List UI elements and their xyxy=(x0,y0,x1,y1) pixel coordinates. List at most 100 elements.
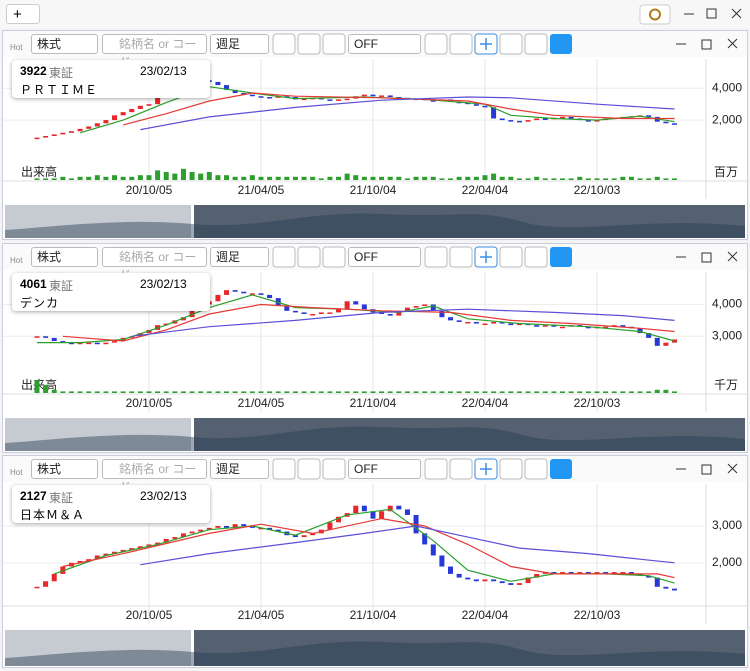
candle-body xyxy=(180,533,186,538)
tool-button[interactable] xyxy=(499,246,523,268)
candle-body xyxy=(224,85,230,90)
tool-button[interactable] xyxy=(449,246,473,268)
candle-body xyxy=(172,537,178,539)
volume-bar xyxy=(396,176,402,180)
candle-body xyxy=(336,99,342,101)
close-icon[interactable] xyxy=(727,38,738,49)
navigator-window[interactable] xyxy=(194,630,745,666)
y-tick-label: 2,000 xyxy=(712,112,742,126)
close-icon[interactable] xyxy=(727,251,738,262)
tool-button[interactable] xyxy=(524,33,548,55)
tool-button[interactable] xyxy=(322,33,346,55)
moving-average-line xyxy=(140,525,675,566)
candle-body xyxy=(672,588,678,591)
tool-button[interactable] xyxy=(322,246,346,268)
market-select[interactable]: 株式 xyxy=(31,459,98,479)
period-select[interactable]: 週足 xyxy=(210,247,269,267)
volume-bar xyxy=(172,391,178,393)
date: 23/02/13 xyxy=(140,489,187,503)
volume-bar xyxy=(611,178,617,180)
candle-body xyxy=(327,522,333,530)
tool-button[interactable] xyxy=(297,33,321,55)
period-select[interactable]: 週足 xyxy=(210,459,269,479)
market-select[interactable]: 株式 xyxy=(31,34,98,54)
market-select[interactable]: 株式 xyxy=(31,247,98,267)
volume-bar xyxy=(577,176,583,180)
indicator-select[interactable]: OFF xyxy=(348,459,421,479)
maximize-icon[interactable] xyxy=(701,464,712,475)
tool-button[interactable] xyxy=(524,458,548,480)
tool-button[interactable] xyxy=(449,33,473,55)
refresh-button[interactable] xyxy=(550,34,572,54)
volume-bar xyxy=(637,391,643,393)
tool-button[interactable] xyxy=(272,458,296,480)
candle-body xyxy=(68,131,74,133)
tool-button[interactable] xyxy=(322,458,346,480)
candle-body xyxy=(215,81,221,86)
symbol-name: デンカ xyxy=(20,296,60,310)
symbol-info: 3922 東証 23/02/13 ＰＲＴＩＭＥ xyxy=(12,60,210,98)
maximize-icon[interactable] xyxy=(706,8,717,19)
tool-button[interactable] xyxy=(424,458,448,480)
period-select[interactable]: 週足 xyxy=(210,34,269,54)
tool-button[interactable] xyxy=(524,246,548,268)
maximize-icon[interactable] xyxy=(701,39,712,50)
candle-body xyxy=(198,529,204,532)
candle-body xyxy=(516,120,522,123)
volume-bar xyxy=(654,176,660,180)
volume-bar xyxy=(577,391,583,393)
candle-body xyxy=(232,89,238,94)
y-tick-label: 3,000 xyxy=(712,518,742,532)
candle-body xyxy=(361,304,367,310)
tool-button[interactable] xyxy=(424,246,448,268)
indicator-select[interactable]: OFF xyxy=(348,247,421,267)
candle-body xyxy=(646,115,652,117)
candle-body xyxy=(663,586,669,589)
candle-body xyxy=(224,526,230,528)
navigator-window[interactable] xyxy=(194,205,745,238)
chart-panel: 3,000 4,000 20/10/05 21/04/05 21/10/04 22/04/… xyxy=(2,243,748,453)
tool-button[interactable] xyxy=(272,246,296,268)
settings-button[interactable] xyxy=(639,4,671,25)
tool-button[interactable] xyxy=(297,458,321,480)
volume-bar xyxy=(68,178,74,180)
refresh-button[interactable] xyxy=(550,247,572,267)
volume-bar xyxy=(34,178,40,180)
symbol-code: 2127 xyxy=(20,489,47,503)
candle-body xyxy=(370,94,376,97)
candle-body xyxy=(482,579,488,582)
symbol-search[interactable]: 銘柄名 or コード xyxy=(102,247,207,282)
indicator-select[interactable]: OFF xyxy=(348,34,421,54)
volume-bar xyxy=(275,176,281,180)
close-icon[interactable] xyxy=(727,463,738,474)
tool-button[interactable] xyxy=(272,33,296,55)
candle-body xyxy=(491,107,497,119)
maximize-icon[interactable] xyxy=(701,252,712,263)
volume-bar xyxy=(361,176,367,180)
candle-body xyxy=(34,586,40,589)
refresh-button[interactable] xyxy=(550,459,572,479)
volume-bar xyxy=(344,173,350,180)
volume-bar xyxy=(206,391,212,393)
symbol-search[interactable]: 銘柄名 or コード xyxy=(102,34,207,69)
candle-body xyxy=(336,309,342,313)
candle-body xyxy=(542,325,548,327)
candle-body xyxy=(585,572,591,574)
tool-button[interactable] xyxy=(424,33,448,55)
tool-button[interactable] xyxy=(449,458,473,480)
tool-button[interactable] xyxy=(499,458,523,480)
volume-bar xyxy=(232,391,238,393)
navigator-window[interactable] xyxy=(194,418,745,451)
candle-body xyxy=(137,105,143,109)
tool-button[interactable] xyxy=(297,246,321,268)
tool-button[interactable] xyxy=(499,33,523,55)
add-button[interactable]: + xyxy=(6,4,40,24)
volume-bar xyxy=(258,176,264,180)
candle-body xyxy=(396,505,402,510)
symbol-search[interactable]: 銘柄名 or コード xyxy=(102,459,207,494)
candle-body xyxy=(413,306,419,308)
volume-bar xyxy=(267,176,273,180)
candle-body xyxy=(163,538,169,543)
candle-body xyxy=(51,134,57,136)
close-icon[interactable] xyxy=(731,8,742,19)
